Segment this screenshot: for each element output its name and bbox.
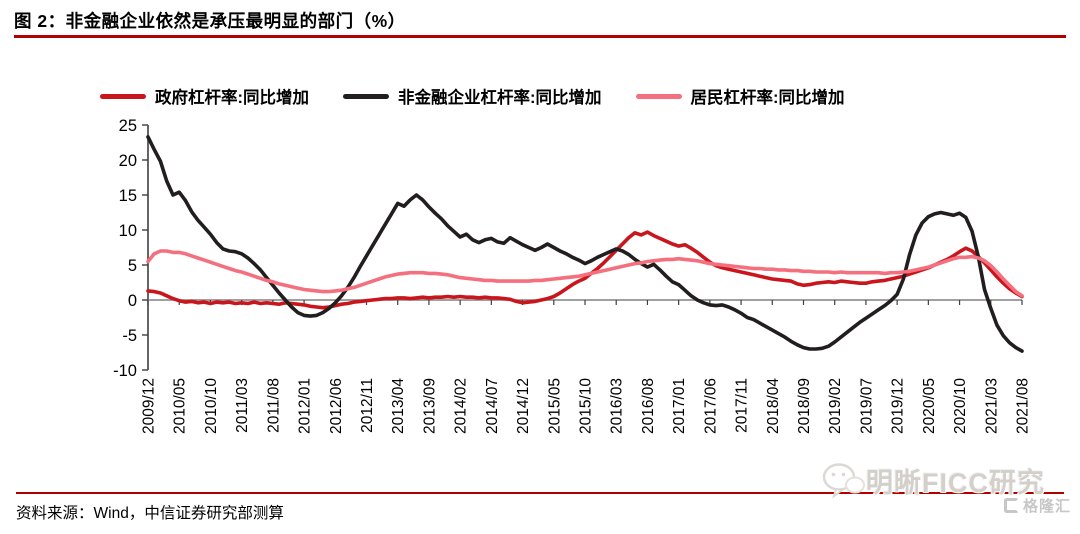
legend-item-government: 政府杠杆率:同比增加: [100, 84, 309, 108]
x-tick-label: 2012/06: [328, 378, 345, 434]
x-tick-label: 2017/01: [671, 378, 688, 434]
chart-title: 图 2：非金融企业依然是承压最明显的部门（%）: [14, 11, 406, 31]
x-tick-label: 2010/10: [203, 378, 220, 434]
x-tick-label: 2015/10: [578, 378, 595, 434]
x-tick-label: 2020/05: [921, 378, 938, 434]
y-tick-label: 10: [119, 222, 137, 240]
y-tick-label: -10: [113, 362, 137, 380]
legend-label-household: 居民杠杆率:同比增加: [690, 89, 845, 107]
x-tick-label: 2014/12: [515, 378, 532, 434]
x-tick-label: 2011/03: [234, 378, 251, 433]
legend-item-corporate: 非金融企业杠杆率:同比增加: [343, 84, 602, 108]
gelonghui-logo-text: 格隆汇: [1023, 498, 1072, 515]
source-note: 资料来源：Wind，中信证券研究部测算: [16, 505, 284, 522]
x-tick-label: 2017/06: [702, 378, 719, 434]
x-tick-label: 2017/11: [734, 378, 751, 433]
watermark-text: 明晰FICC研究: [866, 468, 1045, 498]
x-tick-label: 2012/11: [359, 378, 376, 433]
gelonghui-logo: 格隆汇: [1004, 495, 1071, 516]
x-tick-label: 2021/03: [983, 378, 1000, 434]
legend-item-household: 居民杠杆率:同比增加: [635, 84, 845, 108]
y-tick-label: 25: [119, 117, 137, 135]
legend-label-government: 政府杠杆率:同比增加: [155, 89, 309, 107]
y-tick-label: -5: [122, 327, 137, 345]
x-tick-label: 2019/07: [858, 378, 875, 434]
x-tick-label: 2015/05: [546, 378, 563, 434]
x-tick-label: 2020/10: [952, 378, 969, 434]
x-tick-label: 2018/04: [765, 378, 782, 434]
x-tick-label: 2019/02: [827, 378, 844, 434]
legend-label-corporate: 非金融企业杠杆率:同比增加: [398, 89, 602, 107]
x-tick-label: 2019/12: [890, 378, 907, 434]
series-line-1: [146, 135, 1024, 353]
x-tick-label: 2010/05: [172, 378, 189, 434]
wechat-icon: [822, 462, 865, 499]
title-underline: [14, 35, 1066, 38]
x-tick-label: 2018/09: [796, 378, 813, 434]
y-tick-label: 5: [128, 257, 137, 275]
x-tick-label: 2009/12: [141, 378, 158, 434]
x-tick-label: 2013/09: [421, 378, 438, 434]
gelonghui-g-icon: [1004, 498, 1019, 513]
x-tick-label: 2012/01: [297, 378, 314, 434]
y-tick-label: 0: [128, 292, 137, 310]
x-tick-label: 2016/08: [640, 378, 657, 434]
government-line-swatch: [100, 93, 146, 99]
y-tick-label: 15: [119, 187, 137, 205]
x-tick-label: 2014/07: [484, 378, 501, 434]
series-line-0: [146, 230, 1024, 310]
y-tick-label: 20: [119, 152, 137, 170]
household-line-swatch: [635, 93, 682, 99]
x-tick-label: 2013/04: [390, 378, 407, 434]
bottom-underline: [16, 492, 1064, 494]
corporate-line-swatch: [343, 93, 389, 99]
x-tick-label: 2014/02: [453, 378, 470, 434]
legend: 政府杠杆率:同比增加 非金融企业杠杆率:同比增加 居民杠杆率:同比增加: [100, 84, 845, 108]
series-line-2: [146, 249, 1024, 298]
x-tick-label: 2021/08: [1015, 378, 1032, 434]
watermark: 明晰FICC研究: [822, 461, 1045, 500]
x-tick-label: 2011/08: [265, 378, 282, 433]
x-tick-label: 2016/03: [609, 378, 626, 434]
